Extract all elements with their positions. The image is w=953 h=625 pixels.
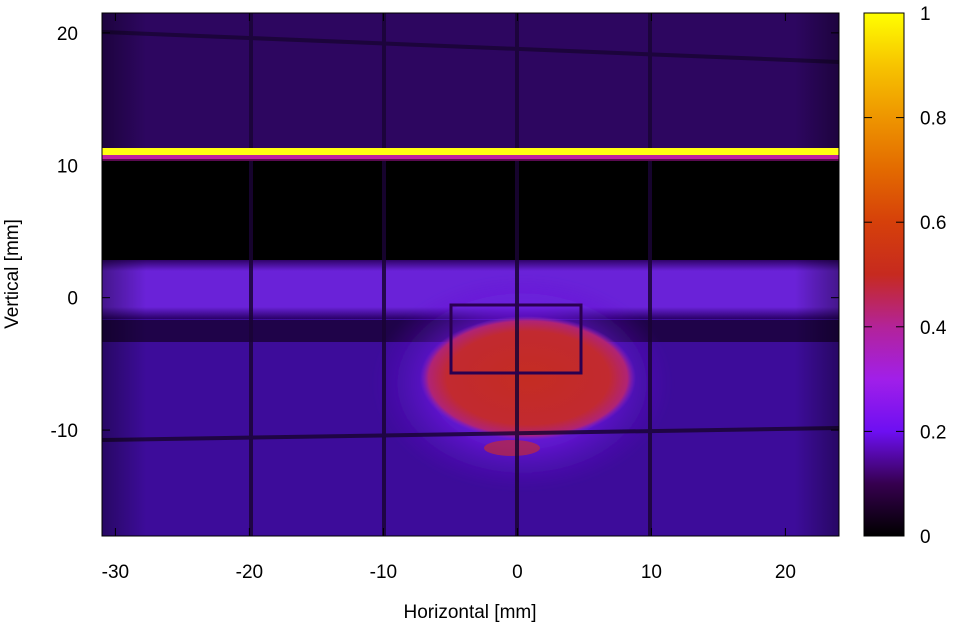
x-tick-label: 10 (641, 562, 662, 583)
region-bright-edge-lower (102, 159, 839, 161)
x-axis: -30 -20 -10 0 10 20 (102, 13, 796, 583)
colorbar-tick-label: 0.6 (920, 213, 946, 234)
x-tick-label: -20 (236, 562, 263, 583)
region-bright-edge-glow (102, 155, 839, 159)
colorbar-tick-label: 0 (920, 527, 931, 548)
x-tick-label: -30 (102, 562, 129, 583)
region-bright-edge (102, 148, 839, 155)
edge-shading (102, 13, 839, 536)
x-tick-label: -10 (370, 562, 397, 583)
colorbar: 0 0.2 0.4 0.6 0.8 1 (863, 4, 947, 548)
y-axis: -10 0 10 20 (51, 24, 839, 442)
plot-frame (101, 12, 840, 537)
heatmap-image (102, 13, 839, 536)
x-tick-label: 0 (512, 562, 523, 583)
colorbar-tick-label: 0.8 (920, 109, 946, 130)
colorbar-ticks: 0 0.2 0.4 0.6 0.8 1 (864, 4, 947, 548)
x-axis-title: Horizontal [mm] (403, 602, 536, 623)
y-tick-label: 0 (67, 289, 78, 310)
colorbar-gradient (863, 12, 905, 537)
colorbar-tick-label: 0.2 (920, 422, 946, 443)
y-tick-label: 10 (57, 156, 78, 177)
y-axis-title: Vertical [mm] (2, 219, 23, 329)
y-tick-label: 20 (57, 24, 78, 45)
colorbar-tick-label: 0.4 (920, 318, 947, 339)
x-tick-label: 20 (775, 562, 796, 583)
y-tick-label: -10 (51, 421, 78, 442)
colorbar-tick-label: 1 (920, 4, 931, 25)
